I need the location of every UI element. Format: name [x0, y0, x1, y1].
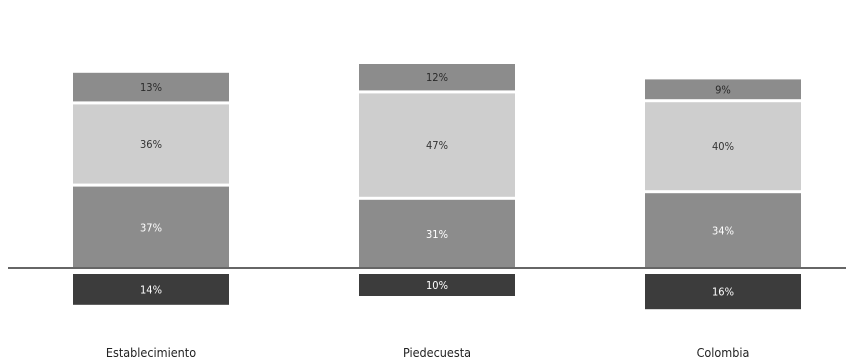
bar-segment-establecimiento-0	[73, 274, 229, 305]
data-label-establecimiento-0: 14%	[140, 283, 162, 296]
bar-segment-establecimiento-3	[73, 72, 229, 102]
data-label-establecimiento-3: 13%	[140, 81, 162, 94]
bar-segment-establecimiento-2	[73, 104, 229, 184]
bar-segment-piedecuesta-3	[359, 64, 515, 91]
data-label-piedecuesta-1: 31%	[426, 228, 448, 241]
data-label-colombia-3: 9%	[715, 83, 731, 96]
bar-segment-colombia-1	[645, 193, 801, 268]
data-label-piedecuesta-3: 12%	[426, 71, 448, 84]
bar-segment-piedecuesta-2	[359, 93, 515, 197]
data-label-colombia-1: 34%	[712, 225, 734, 238]
category-label-piedecuesta: Piedecuesta	[403, 345, 471, 360]
bar-segment-colombia-2	[645, 102, 801, 191]
category-label-establecimiento: Establecimiento	[106, 345, 196, 360]
bar-segment-colombia-0	[645, 274, 801, 310]
data-label-piedecuesta-2: 47%	[426, 139, 448, 152]
bar-segment-piedecuesta-0	[359, 274, 515, 296]
bar-segment-colombia-3	[645, 79, 801, 100]
data-label-establecimiento-2: 36%	[140, 138, 162, 151]
bar-segment-piedecuesta-1	[359, 199, 515, 268]
category-label-colombia: Colombia	[697, 345, 750, 360]
data-label-establecimiento-1: 37%	[140, 221, 162, 234]
data-label-colombia-0: 16%	[712, 286, 734, 299]
category-labels: Establecimiento Piedecuesta Colombia	[106, 345, 750, 360]
bar-segment-establecimiento-1	[73, 186, 229, 268]
data-label-colombia-2: 40%	[712, 140, 734, 153]
data-label-piedecuesta-0: 10%	[426, 279, 448, 292]
bar-segments: 14% 37% 36% 13% 10% 31% 47% 12% 16% 34% 40% 9%	[73, 64, 801, 310]
